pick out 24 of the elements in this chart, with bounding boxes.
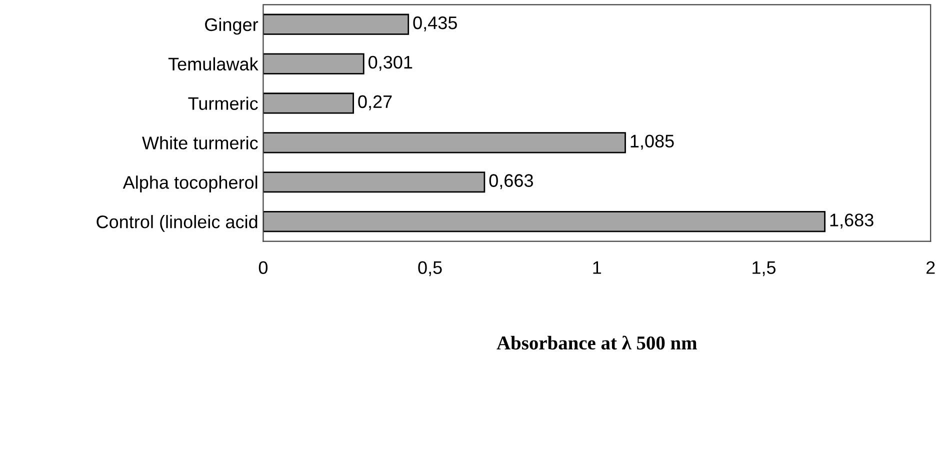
bar — [263, 172, 486, 193]
data-label: 0,27 — [358, 95, 392, 110]
data-label: 1,683 — [830, 214, 874, 229]
y-tick-label: Alpha tocopherol — [122, 176, 258, 192]
x-axis-title: Absorbance at λ 500 nm — [496, 336, 697, 350]
bar — [263, 14, 410, 35]
x-tick-label: 0 — [258, 261, 268, 274]
bar — [263, 211, 826, 232]
y-tick-label: Ginger — [205, 18, 258, 35]
x-tick-label: 2 — [926, 261, 935, 274]
data-label: 1,085 — [630, 134, 674, 150]
bar — [263, 53, 364, 74]
y-tick-label: Turmeric — [188, 96, 258, 110]
y-tick-label: White turmeric — [142, 136, 258, 150]
x-tick-label: 0,5 — [418, 261, 442, 276]
y-tick-label: Temulawak — [168, 57, 258, 71]
y-tick-label: Control (linoleic acid — [96, 215, 258, 232]
x-tick-label: 1 — [593, 261, 602, 274]
data-label: 0,301 — [368, 56, 412, 71]
x-tick-label: 1,5 — [752, 261, 776, 276]
bar — [263, 92, 354, 114]
bar — [263, 132, 626, 154]
data-label: 0,435 — [413, 16, 457, 32]
data-label: 0,663 — [489, 174, 533, 190]
